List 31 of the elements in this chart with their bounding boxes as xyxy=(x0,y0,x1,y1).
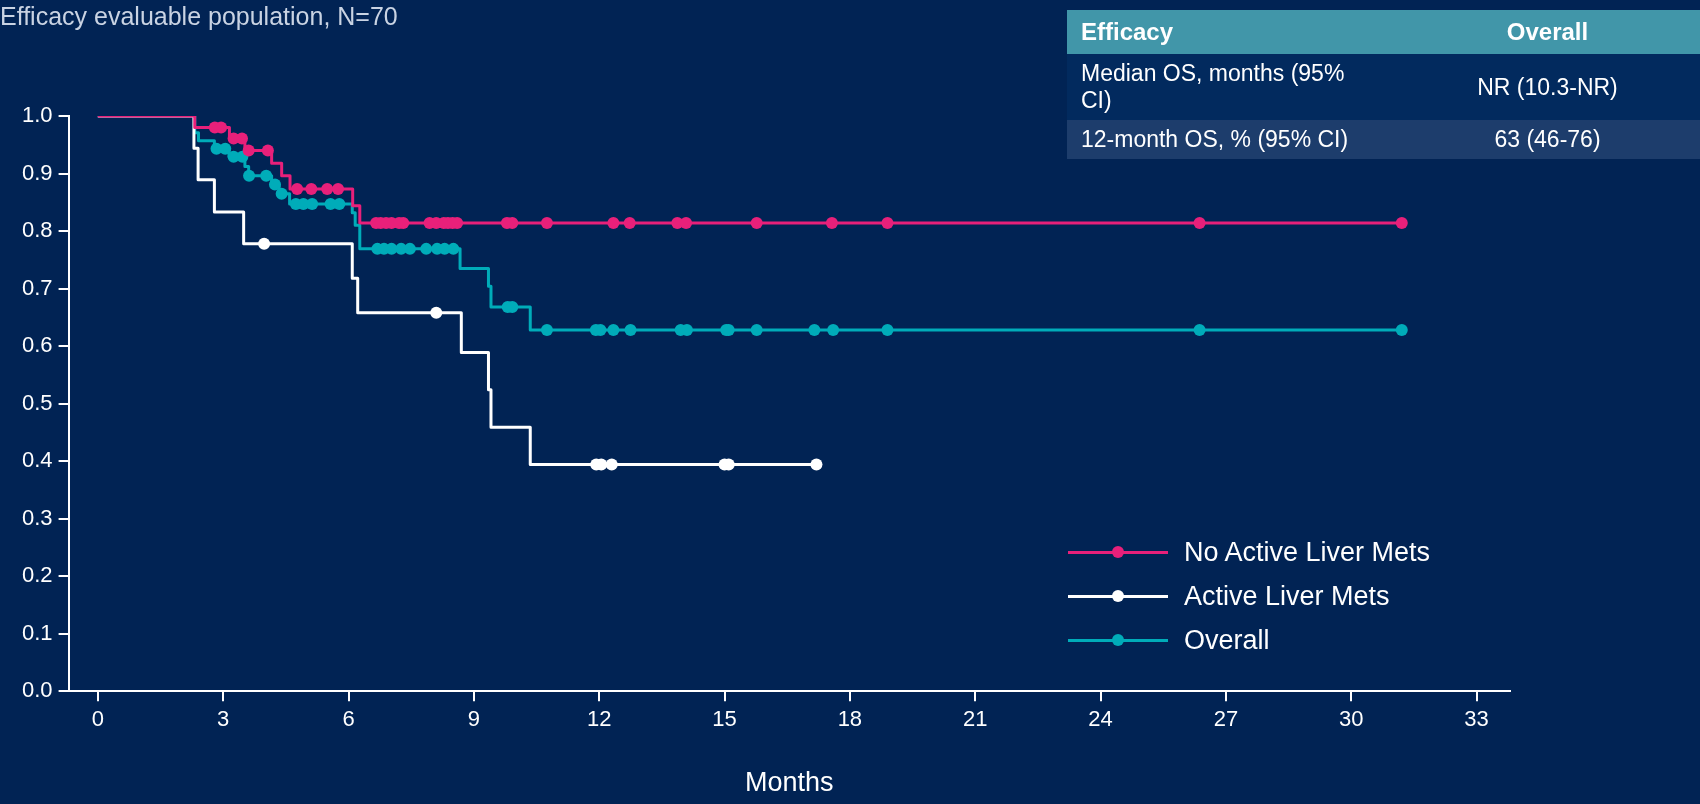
legend-label: No Active Liver Mets xyxy=(1184,536,1431,568)
x-tick-label: 24 xyxy=(1088,706,1113,732)
x-tick-label: 30 xyxy=(1338,706,1364,732)
y-tick-label: 0.5 xyxy=(21,389,53,415)
x-tick-label: 18 xyxy=(837,706,863,732)
x-tick-label: 0 xyxy=(91,706,104,732)
y-tick-label: 0.2 xyxy=(21,562,53,588)
x-tick-label: 6 xyxy=(342,706,355,732)
x-tick-label: 15 xyxy=(712,706,737,732)
y-tick-label: 0.6 xyxy=(21,332,53,358)
annotation: 63 (46-76) xyxy=(1395,120,1700,159)
y-tick-label: 0.3 xyxy=(21,504,53,530)
annotation: 12-month OS, % (95% CI) xyxy=(1067,120,1395,159)
legend-label: Overall xyxy=(1184,624,1270,656)
x-axis-title: Months xyxy=(745,767,834,798)
x-tick-label: 27 xyxy=(1213,706,1239,732)
table-card: Efficacy Overall Median OS, months (95% CI) NR (10.3-NR) 12-month OS, % (95% CI) 63 (46-76) xyxy=(1067,10,1700,159)
y-tick-label: 0.9 xyxy=(21,159,53,185)
x-tick-label: 9 xyxy=(467,706,480,732)
x-tick-label: 12 xyxy=(586,706,612,732)
y-tick-label: 0.1 xyxy=(21,619,53,645)
x-tick-label: 33 xyxy=(1464,706,1489,732)
y-tick-label: 0.0 xyxy=(21,677,53,703)
chart-title: Efficacy evaluable population, N=70 xyxy=(0,2,398,31)
y-tick-label: 0.8 xyxy=(21,217,53,243)
legend-label: Active Liver Mets xyxy=(1184,580,1390,612)
x-tick-label: 3 xyxy=(217,706,230,732)
y-tick-label: 0.4 xyxy=(21,447,53,473)
y-tick-label: 1.0 xyxy=(21,102,53,128)
y-tick-label: 0.7 xyxy=(21,274,53,300)
x-tick-label: 21 xyxy=(962,706,988,732)
